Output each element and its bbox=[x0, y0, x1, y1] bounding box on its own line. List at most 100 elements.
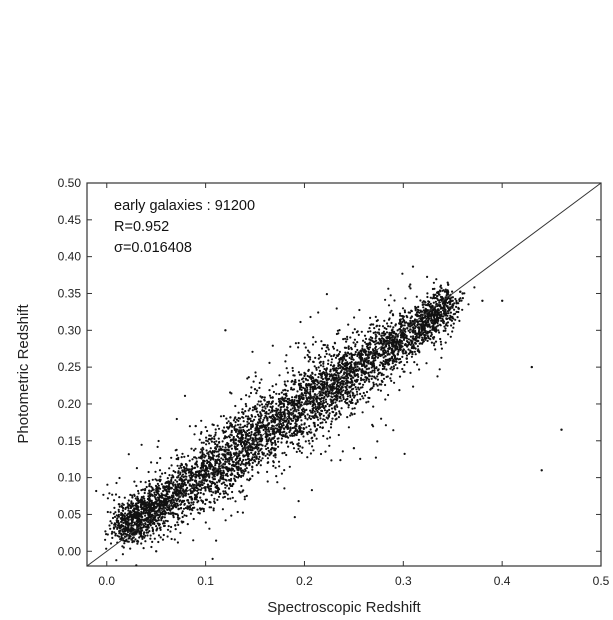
data-point bbox=[296, 390, 299, 393]
data-point bbox=[333, 341, 336, 344]
data-point bbox=[149, 521, 152, 524]
data-point bbox=[387, 325, 390, 328]
data-point bbox=[304, 394, 307, 397]
data-point bbox=[290, 388, 293, 391]
data-point bbox=[317, 366, 320, 369]
data-point bbox=[389, 311, 392, 314]
data-point bbox=[160, 492, 163, 495]
data-point bbox=[221, 453, 224, 456]
data-point bbox=[247, 471, 250, 474]
data-point bbox=[237, 439, 240, 442]
data-point bbox=[342, 396, 345, 399]
data-point bbox=[367, 367, 370, 370]
data-point bbox=[392, 313, 395, 317]
data-point bbox=[334, 356, 338, 359]
data-point bbox=[430, 333, 433, 336]
data-point bbox=[158, 509, 161, 512]
data-point bbox=[348, 356, 351, 359]
data-point bbox=[323, 382, 326, 385]
data-point bbox=[191, 458, 194, 461]
data-point bbox=[216, 458, 219, 461]
data-point bbox=[217, 427, 221, 430]
data-point bbox=[351, 358, 355, 361]
data-point bbox=[361, 353, 364, 356]
data-point bbox=[203, 460, 206, 463]
data-point bbox=[321, 421, 324, 424]
data-point bbox=[271, 441, 274, 445]
data-point bbox=[160, 483, 163, 486]
data-point bbox=[112, 512, 115, 515]
data-point bbox=[315, 437, 318, 440]
data-point bbox=[368, 341, 371, 344]
data-point bbox=[184, 506, 187, 510]
data-point bbox=[246, 420, 249, 423]
data-point bbox=[132, 536, 135, 539]
data-point bbox=[369, 316, 372, 319]
data-point bbox=[216, 484, 219, 487]
data-point bbox=[290, 399, 293, 402]
data-point bbox=[418, 351, 421, 354]
data-point bbox=[161, 538, 165, 541]
data-point bbox=[224, 456, 227, 459]
data-point bbox=[257, 450, 260, 453]
data-point bbox=[216, 445, 219, 448]
data-point bbox=[421, 338, 425, 341]
data-point bbox=[349, 414, 352, 417]
data-point bbox=[251, 415, 254, 418]
data-point bbox=[390, 309, 393, 312]
data-point bbox=[190, 474, 193, 477]
data-point bbox=[393, 381, 396, 384]
data-point bbox=[453, 302, 456, 305]
data-point bbox=[309, 394, 312, 397]
data-point bbox=[192, 488, 195, 491]
data-point bbox=[353, 328, 356, 331]
data-point bbox=[159, 513, 162, 517]
data-point bbox=[268, 389, 271, 392]
data-point bbox=[398, 361, 401, 364]
data-point bbox=[386, 358, 389, 361]
data-point bbox=[344, 337, 347, 340]
data-point bbox=[199, 474, 202, 477]
data-point bbox=[118, 535, 121, 538]
data-point bbox=[410, 346, 413, 350]
data-point bbox=[350, 363, 353, 366]
data-point bbox=[117, 508, 120, 511]
data-point bbox=[239, 423, 242, 426]
data-point bbox=[173, 538, 176, 541]
data-point bbox=[352, 387, 355, 390]
data-point bbox=[213, 475, 216, 478]
data-point bbox=[388, 331, 391, 334]
data-point bbox=[229, 479, 232, 482]
data-point bbox=[170, 456, 173, 459]
data-point bbox=[264, 407, 267, 410]
data-point bbox=[258, 381, 261, 384]
data-point bbox=[133, 507, 136, 510]
data-point bbox=[340, 357, 343, 360]
data-point bbox=[376, 378, 379, 381]
data-point bbox=[145, 529, 148, 532]
data-point bbox=[201, 451, 204, 455]
data-point bbox=[344, 359, 347, 362]
data-point bbox=[214, 433, 217, 436]
data-point bbox=[233, 469, 236, 472]
data-point bbox=[302, 435, 305, 438]
data-point bbox=[116, 534, 119, 537]
data-point bbox=[240, 462, 243, 465]
data-point bbox=[251, 446, 254, 449]
data-point bbox=[161, 472, 164, 475]
data-point bbox=[291, 366, 294, 370]
data-point bbox=[298, 382, 301, 385]
data-point bbox=[356, 373, 359, 377]
data-point bbox=[259, 400, 262, 403]
data-point bbox=[392, 326, 395, 329]
data-point bbox=[419, 342, 422, 345]
data-point bbox=[230, 447, 233, 450]
data-point bbox=[303, 411, 306, 414]
data-point bbox=[143, 497, 146, 500]
data-point bbox=[266, 417, 269, 420]
data-point bbox=[152, 517, 155, 520]
data-point bbox=[390, 321, 393, 325]
data-point bbox=[330, 423, 333, 426]
data-point bbox=[382, 373, 385, 376]
data-point bbox=[332, 354, 335, 357]
